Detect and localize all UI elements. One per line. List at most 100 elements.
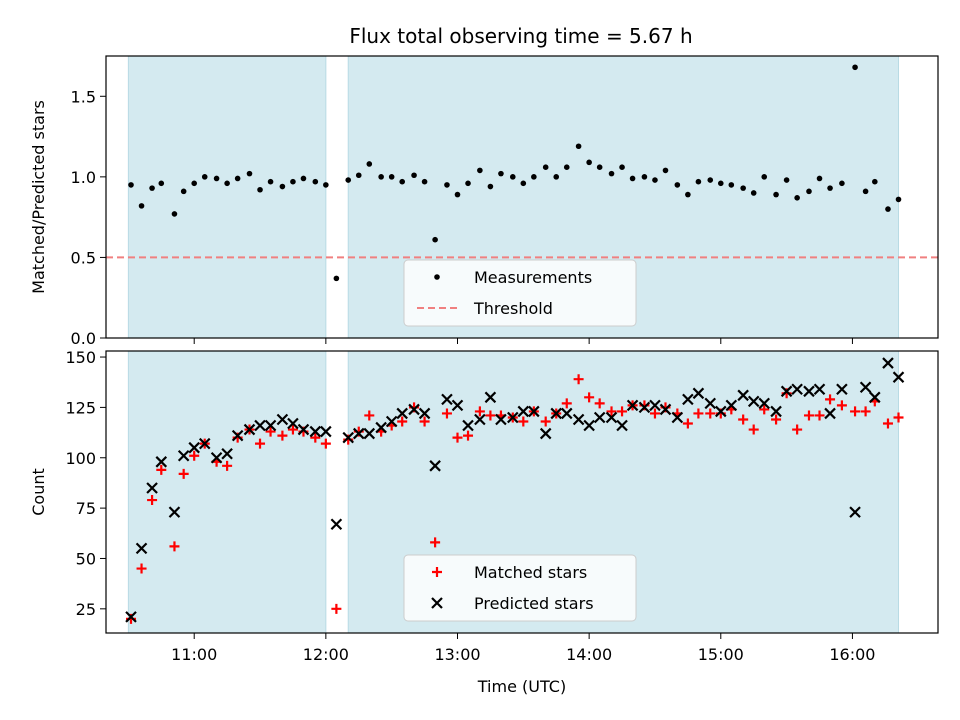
measurement-point [531, 174, 537, 180]
matched-star-point [617, 406, 628, 417]
measurement-point [180, 188, 187, 195]
measurement-point [862, 188, 869, 195]
measurement-point [827, 185, 833, 191]
matched-star-point [893, 412, 904, 423]
predicted-star-point [572, 413, 585, 426]
predicted-star-point [758, 397, 771, 410]
measurement-point [520, 180, 527, 187]
measurement-point [885, 206, 891, 212]
measurement-point [783, 177, 790, 183]
matched-star-point [836, 400, 847, 411]
matched-star-point [584, 392, 595, 403]
measurement-point [312, 178, 319, 185]
y-tick-label: 1.5 [71, 87, 96, 106]
matched-star-point [287, 424, 298, 435]
measurement-point [542, 164, 549, 170]
predicted-star-point [659, 403, 672, 416]
measurement-point [509, 174, 516, 180]
measurement-point [717, 180, 724, 187]
y-tick-label: 150 [65, 348, 96, 367]
measurement-point [773, 191, 779, 198]
measurement-point [498, 170, 504, 177]
matched-star-point [331, 603, 342, 614]
matched-star-point [222, 460, 233, 471]
x-tick-label: 11:00 [171, 645, 217, 664]
matched-star-point [860, 406, 871, 417]
measurement-point [619, 164, 625, 170]
predicted-star-point [780, 385, 793, 398]
measurement-point [575, 143, 582, 150]
legend-box [403, 554, 637, 622]
measurement-point [553, 174, 560, 180]
matched-star-point [682, 418, 693, 429]
matched-star-point [255, 438, 266, 449]
measurement-point [355, 172, 362, 179]
predicted-star-point [146, 482, 158, 494]
measurement-point [740, 185, 746, 191]
x-tick-label: 16:00 [829, 645, 875, 664]
predicted-star-point [474, 413, 486, 426]
measurement-point [444, 182, 450, 188]
predicted-star-point [168, 506, 181, 518]
x-tick-label: 15:00 [698, 645, 744, 664]
matched-star-point [169, 541, 180, 552]
measurement-point [290, 178, 296, 185]
predicted-star-point [210, 451, 223, 464]
measurement-point [794, 195, 800, 201]
predicted-star-point [408, 403, 420, 416]
measurement-point [201, 174, 208, 180]
measurement-point [728, 182, 735, 188]
matched-star-point [803, 410, 814, 421]
predicted-star-point [231, 429, 244, 442]
predicted-star-point [507, 411, 519, 424]
x-tick-label: 14:00 [566, 645, 612, 664]
measurement-point [477, 167, 483, 174]
predicted-star-point [320, 425, 332, 438]
y-axis-label: Count [29, 468, 48, 516]
matched-star-point [748, 424, 759, 435]
legend: Matched stars Predicted stars [403, 554, 637, 622]
legend-marker-predicted [431, 597, 443, 609]
predicted-star-point [528, 405, 540, 418]
measurement-point [454, 191, 461, 198]
predicted-star-point [882, 357, 894, 369]
matched-star-point [759, 404, 770, 415]
chart-title: Flux total observing time = 5.67 h [349, 24, 692, 48]
measurement-point [629, 175, 636, 182]
matched-star-point [540, 416, 551, 427]
predicted-star-point [264, 419, 277, 432]
measurement-point [707, 177, 714, 183]
matched-star-point [320, 438, 331, 449]
measurement-point [399, 178, 406, 185]
legend: Measurements Threshold [403, 259, 637, 327]
y-tick-label: 25 [76, 600, 96, 619]
predicted-star-point [287, 417, 299, 430]
y-tick-label: 75 [76, 499, 96, 518]
predicted-star-point [125, 611, 137, 623]
shaded-window-0 [127, 350, 327, 634]
matched-star-point [364, 410, 375, 421]
measurement-point [128, 182, 134, 188]
predicted-star-point [517, 405, 530, 418]
predicted-star-point [692, 387, 705, 400]
measurement-point [586, 159, 592, 166]
predicted-star-point [725, 399, 738, 412]
predicted-star-point [539, 427, 552, 440]
measurement-point [267, 178, 274, 185]
matched-star-point [792, 424, 803, 435]
measurement-point [563, 164, 570, 170]
predicted-star-point [791, 383, 803, 396]
matched-star-point [310, 432, 321, 443]
predicted-star-point [135, 542, 148, 555]
measurement-point [234, 175, 241, 182]
predicted-star-point [155, 456, 168, 468]
predicted-star-point [352, 427, 365, 440]
predicted-star-point [824, 407, 836, 420]
y-tick-label: 1.0 [71, 168, 96, 187]
measurement-point [411, 172, 417, 179]
predicted-star-point [363, 427, 376, 440]
predicted-star-point [462, 419, 474, 432]
shaded-window-0 [127, 55, 327, 339]
measurement-point [388, 174, 395, 180]
predicted-star-point [593, 411, 606, 424]
